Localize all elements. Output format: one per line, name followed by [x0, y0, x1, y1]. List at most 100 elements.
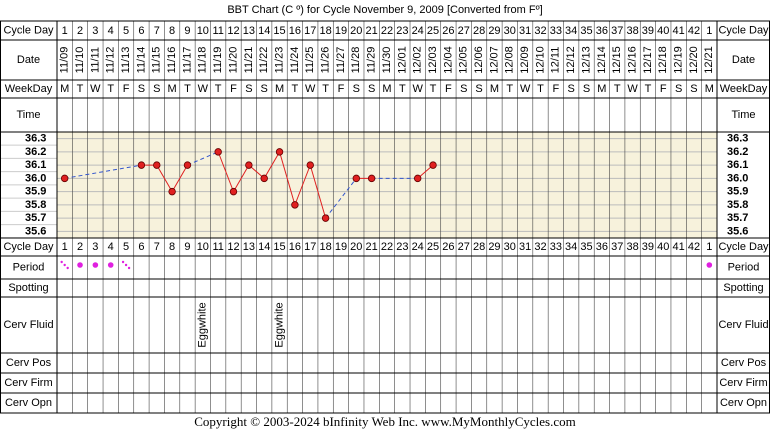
date: 12/03 — [427, 46, 439, 74]
cycle-day: 8 — [169, 241, 175, 253]
chart-title: BBT Chart (C º) for Cycle November 9, 20… — [227, 4, 542, 16]
weekday: T — [506, 83, 513, 95]
date: 12/06 — [473, 46, 485, 74]
date: 11/29 — [366, 47, 378, 74]
cycle-day: 10 — [197, 241, 209, 253]
cycle-day: 7 — [154, 25, 160, 37]
weekday: F — [552, 83, 559, 95]
date: 12/21 — [703, 46, 715, 74]
weekday: T — [184, 83, 191, 95]
cycle-day: 6 — [138, 241, 144, 253]
date: 12/05 — [458, 46, 470, 74]
cycle-day: 32 — [534, 25, 546, 37]
row-label: Cerv Opn — [720, 397, 767, 409]
temp-line — [309, 164, 327, 219]
date: 12/13 — [580, 46, 592, 74]
temp-line — [294, 164, 311, 206]
date: 12/02 — [412, 46, 424, 74]
row-label: Spotting — [8, 282, 48, 294]
weekday: W — [413, 83, 424, 95]
date: 11/13 — [120, 47, 132, 74]
date: 12/09 — [519, 46, 531, 74]
date: 12/15 — [611, 46, 623, 74]
date: 11/12 — [105, 47, 117, 74]
temp-point — [306, 161, 314, 169]
cycle-day: 15 — [273, 25, 285, 37]
cycle-day: 12 — [227, 241, 239, 253]
weekday: W — [520, 83, 531, 95]
weekday: T — [645, 83, 652, 95]
date: 11/18 — [197, 47, 209, 74]
gap-line — [64, 164, 142, 179]
cycle-day: 23 — [396, 25, 408, 37]
cycle-day: 8 — [169, 25, 175, 37]
cycle-day: 19 — [335, 241, 347, 253]
y-tick-label: 36.3 — [727, 133, 748, 145]
cycle-day: 25 — [427, 25, 439, 37]
weekday: S — [568, 83, 575, 95]
cycle-day: 1 — [62, 25, 68, 37]
row-label: Spotting — [723, 282, 763, 294]
cycle-day: 37 — [611, 25, 623, 37]
weekday: S — [138, 83, 145, 95]
cycle-day: 40 — [657, 241, 669, 253]
date: 11/20 — [227, 47, 239, 74]
cycle-day: 12 — [227, 25, 239, 37]
weekday: F — [338, 83, 345, 95]
y-tick-label: 36.1 — [25, 159, 46, 171]
weekday: W — [305, 83, 316, 95]
row-label: Cerv Pos — [6, 357, 52, 369]
spot — [63, 263, 66, 267]
cycle-day: 31 — [519, 25, 531, 37]
cycle-day: 22 — [381, 241, 393, 253]
row-label: Cycle Day — [3, 24, 54, 36]
date: 12/19 — [673, 46, 685, 74]
date: 11/17 — [181, 47, 193, 74]
spot — [66, 266, 69, 270]
cycle-day: 42 — [688, 241, 700, 253]
cycle-day: 16 — [289, 25, 301, 37]
date: 11/16 — [166, 47, 178, 74]
date: 12/01 — [396, 46, 408, 74]
y-tick-label: 35.7 — [727, 212, 748, 224]
cycle-day: 18 — [319, 25, 331, 37]
date: 11/22 — [258, 47, 270, 74]
row-label: Cerv Pos — [721, 357, 767, 369]
date: 11/09 — [59, 47, 71, 74]
cycle-day: 13 — [243, 241, 255, 253]
row-label: Date — [17, 54, 40, 66]
cycle-day: 14 — [258, 241, 270, 253]
date: 12/20 — [688, 46, 700, 74]
period-dot — [92, 262, 99, 268]
temp-point — [183, 161, 192, 169]
cycle-day: 20 — [350, 241, 362, 253]
cycle-day: 7 — [154, 241, 160, 253]
cycle-day: 40 — [657, 25, 669, 37]
temp-line — [233, 164, 250, 192]
period-spots — [60, 260, 69, 270]
weekday: M — [382, 83, 391, 95]
date: 12/10 — [534, 46, 546, 74]
cycle-day: 35 — [580, 25, 592, 37]
cycle-day: 9 — [184, 25, 190, 37]
gap-line — [325, 178, 357, 219]
weekday: S — [245, 83, 252, 95]
y-tick-label: 36.0 — [25, 172, 46, 184]
gap-line — [187, 151, 219, 166]
weekday: S — [353, 83, 360, 95]
cycle-day: 3 — [92, 241, 98, 253]
cycle-day: 17 — [304, 25, 316, 37]
cycle-day: 31 — [519, 241, 531, 253]
weekday: W — [198, 83, 209, 95]
weekday: T — [399, 83, 406, 95]
date: 12/18 — [657, 46, 669, 74]
temp-line — [263, 151, 280, 179]
weekday: T — [430, 83, 437, 95]
period-dot — [107, 262, 114, 268]
period-dot — [706, 262, 713, 268]
cycle-day: 17 — [304, 241, 316, 253]
weekday: S — [475, 83, 482, 95]
cycle-day: 29 — [488, 25, 500, 37]
date: 12/07 — [488, 46, 500, 74]
y-tick-label: 36.1 — [727, 159, 748, 171]
